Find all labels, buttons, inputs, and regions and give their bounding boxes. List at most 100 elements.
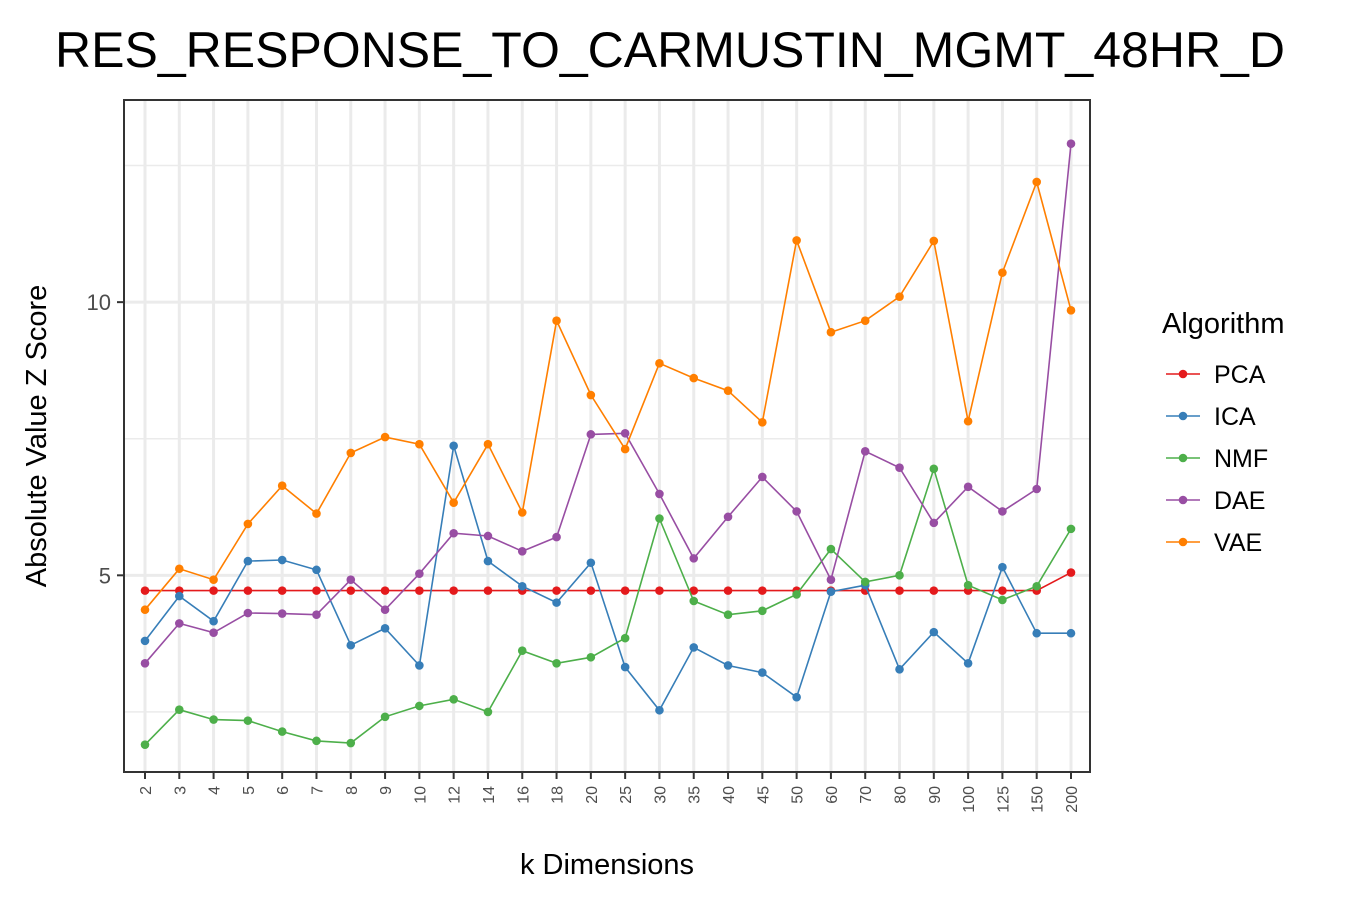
y-tick-label: 5 xyxy=(99,563,111,588)
data-point xyxy=(449,441,458,451)
data-point xyxy=(963,482,973,492)
data-point xyxy=(723,512,733,522)
data-point xyxy=(312,509,321,518)
x-axis-title: k Dimensions xyxy=(520,849,694,881)
data-point xyxy=(929,518,939,528)
series-line xyxy=(144,466,1072,746)
data-point xyxy=(552,316,561,326)
x-tick-label: 35 xyxy=(687,786,704,804)
data-point xyxy=(552,586,561,595)
data-point xyxy=(723,610,733,619)
data-point xyxy=(929,627,939,637)
legend-title: Algorithm xyxy=(1162,308,1285,340)
series-dae xyxy=(140,139,1076,668)
data-point xyxy=(1066,524,1076,534)
y-tick-label: 10 xyxy=(87,290,111,315)
data-point xyxy=(517,581,527,591)
data-point xyxy=(312,610,321,619)
data-point xyxy=(929,236,939,246)
data-point xyxy=(826,544,836,554)
data-point xyxy=(415,569,424,578)
x-tick-label: 6 xyxy=(275,786,292,795)
data-point xyxy=(174,564,184,574)
data-point xyxy=(552,532,561,542)
data-point xyxy=(209,575,218,584)
data-point xyxy=(312,586,321,595)
legend-label: VAE xyxy=(1214,529,1262,557)
data-point xyxy=(312,736,321,746)
data-point xyxy=(758,606,767,616)
data-point xyxy=(243,608,253,618)
data-point xyxy=(586,390,596,400)
x-tick-label: 25 xyxy=(618,786,635,804)
data-point xyxy=(552,598,561,607)
data-point xyxy=(415,439,424,449)
legend-key-point xyxy=(1178,495,1188,505)
data-point xyxy=(1032,177,1042,187)
data-point xyxy=(826,587,836,597)
data-point xyxy=(140,636,150,646)
x-tick-label: 3 xyxy=(172,786,189,795)
data-point xyxy=(209,628,218,637)
data-point xyxy=(517,546,527,556)
data-point xyxy=(689,586,699,595)
data-point xyxy=(140,605,150,615)
x-tick-label: 18 xyxy=(550,786,567,804)
series-ica xyxy=(140,441,1076,715)
x-tick-label: 60 xyxy=(824,786,841,804)
data-point xyxy=(723,661,733,670)
x-tick-label: 50 xyxy=(790,786,807,804)
data-point xyxy=(826,327,836,337)
x-tick-label: 10 xyxy=(412,786,429,804)
data-point xyxy=(346,586,356,595)
data-point xyxy=(552,658,561,668)
data-point xyxy=(243,716,253,725)
data-point xyxy=(895,586,904,595)
data-point xyxy=(483,439,493,449)
data-point xyxy=(998,595,1007,605)
legend-item-nmf: NMF xyxy=(1166,445,1268,473)
series-vae xyxy=(140,177,1076,615)
data-point xyxy=(140,740,150,749)
data-point xyxy=(415,586,424,595)
legend-key-point xyxy=(1178,411,1188,421)
data-point xyxy=(380,586,390,595)
data-point xyxy=(277,609,287,618)
data-point xyxy=(758,472,767,482)
chart-title: RES_RESPONSE_TO_CARMUSTIN_MGMT_48HR_D xyxy=(55,22,1285,78)
x-tick-label: 7 xyxy=(309,786,326,795)
data-point xyxy=(689,643,699,652)
data-point xyxy=(380,624,390,633)
data-point xyxy=(655,705,664,715)
data-point xyxy=(243,519,253,529)
data-point xyxy=(243,586,253,595)
data-point xyxy=(277,727,287,736)
data-point xyxy=(586,430,596,439)
data-point xyxy=(1032,484,1042,494)
data-point xyxy=(998,268,1007,277)
grid xyxy=(124,100,1090,772)
data-point xyxy=(140,586,150,595)
data-point xyxy=(792,590,801,599)
data-point xyxy=(415,701,424,711)
data-point xyxy=(209,616,218,626)
data-point xyxy=(620,444,630,454)
data-point xyxy=(998,562,1007,572)
data-point xyxy=(792,507,801,516)
data-point xyxy=(620,662,630,672)
x-tick-label: 16 xyxy=(515,786,532,804)
data-point xyxy=(758,668,767,677)
data-point xyxy=(689,554,699,563)
x-tick-label: 90 xyxy=(927,786,944,804)
legend-key-point xyxy=(1178,453,1188,463)
data-point xyxy=(449,528,458,538)
legend-item-pca: PCA xyxy=(1166,361,1266,389)
data-point xyxy=(929,464,939,474)
data-point xyxy=(346,738,356,748)
x-tick-label: 45 xyxy=(755,786,772,804)
data-point xyxy=(620,586,630,595)
data-point xyxy=(1032,628,1042,638)
series-line xyxy=(144,143,1072,664)
data-point xyxy=(689,596,699,606)
data-point xyxy=(380,712,390,722)
